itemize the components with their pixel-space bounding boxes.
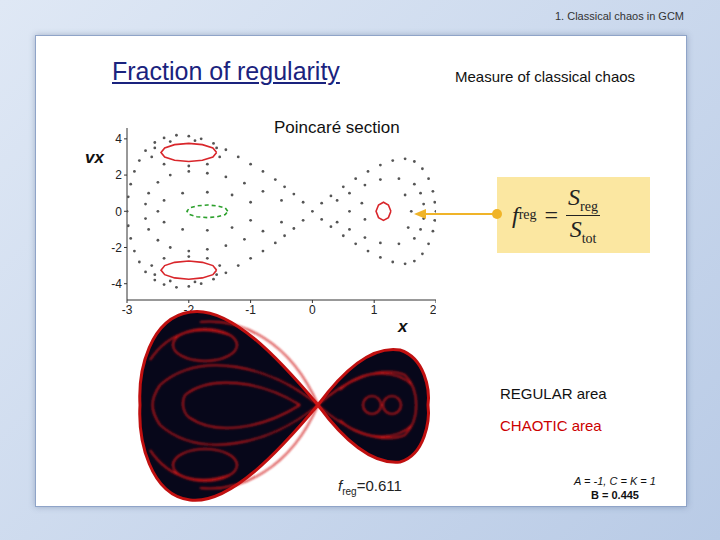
svg-text:-2: -2 <box>183 302 195 317</box>
html-text:1. Classical chaos in GCM: 1. Classical chaos in GCM <box>555 10 684 22</box>
svg-text:-3: -3 <box>122 303 133 317</box>
svg-text:2: 2 <box>430 303 436 317</box>
html-text:REGULAR area: REGULAR area <box>500 385 607 402</box>
svg-text:0: 0 <box>115 205 122 219</box>
html-text:freg= 0.611: freg= 0.611 <box>338 477 402 497</box>
svg-text:-1: -1 <box>245 303 256 317</box>
html-text:A = -1, C = K = 1: A = -1, C = K = 1 <box>574 475 656 487</box>
svg-text:4: 4 <box>115 132 122 146</box>
html-text:B = 0.445: B = 0.445 <box>591 489 639 501</box>
html-text:Stot: Stot <box>569 215 597 246</box>
svg-text:-4: -4 <box>111 277 122 291</box>
html-text:Sreg: Sreg <box>568 183 598 214</box>
html-text:freg =: freg = <box>512 201 559 228</box>
html-text:x: x <box>398 317 408 336</box>
svg-text:2: 2 <box>115 168 122 182</box>
html-text:vx: vx <box>85 148 104 167</box>
html-text:Poincaré section: Poincaré section <box>274 118 400 137</box>
html-text:CHAOTIC area: CHAOTIC area <box>500 417 602 434</box>
svg-text:0: 0 <box>309 303 316 317</box>
svg-text:1: 1 <box>371 303 378 317</box>
html-text:Fraction of regularity: Fraction of regularity <box>112 57 340 85</box>
svg-text:-2: -2 <box>111 241 122 255</box>
html-text:Measure of classical chaos: Measure of classical chaos <box>455 68 636 85</box>
